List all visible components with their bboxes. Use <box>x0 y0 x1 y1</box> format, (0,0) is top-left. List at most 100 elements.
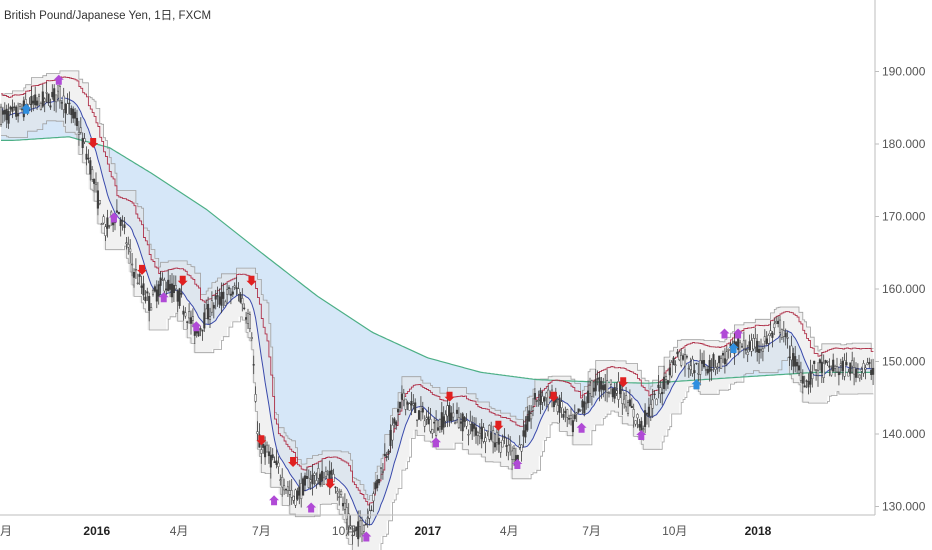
candle-body <box>788 356 791 359</box>
candle <box>469 410 472 435</box>
candle <box>651 388 654 419</box>
candle <box>478 423 481 445</box>
candle-body <box>387 450 390 455</box>
candle-body <box>621 390 624 404</box>
candle-body <box>476 432 479 436</box>
candle-body <box>778 319 782 333</box>
candle-body <box>714 367 717 370</box>
candle <box>653 390 656 399</box>
candle <box>226 282 229 305</box>
candle <box>826 360 829 367</box>
candle-body <box>638 424 641 428</box>
sell-signal <box>246 275 257 286</box>
candle <box>666 379 669 389</box>
candle <box>463 415 466 428</box>
candle-body <box>588 384 592 394</box>
candle <box>638 418 641 431</box>
candle-body <box>782 330 785 337</box>
candle <box>400 385 403 410</box>
candle-body <box>389 430 392 446</box>
candle <box>189 310 193 335</box>
candle <box>748 334 751 352</box>
candle <box>18 103 22 110</box>
x-tick-label: 7月 <box>252 524 271 538</box>
candle-body <box>526 415 529 431</box>
candle <box>351 526 354 545</box>
candle-body <box>512 448 516 460</box>
candle <box>816 362 820 387</box>
candle <box>623 392 626 409</box>
candle <box>151 288 155 297</box>
candle-body <box>288 490 291 495</box>
candle <box>393 416 396 428</box>
candle-body <box>710 369 713 371</box>
buy-arrow-icon <box>430 437 441 448</box>
buy-arrow-icon <box>512 459 523 469</box>
candle <box>625 386 628 412</box>
candle <box>750 333 753 357</box>
candle <box>541 391 544 411</box>
candle-body <box>545 392 548 399</box>
candle <box>647 397 650 428</box>
candle-body <box>611 388 614 398</box>
candle <box>799 361 802 384</box>
sma-slow-line <box>1 136 874 384</box>
candle <box>674 360 677 373</box>
candle-body <box>712 354 715 367</box>
candle-body <box>248 314 251 329</box>
candle <box>7 103 10 129</box>
candle <box>537 390 540 407</box>
candle-body <box>695 362 698 365</box>
candle <box>841 356 844 380</box>
candle-body <box>334 486 337 489</box>
candle <box>579 409 582 412</box>
candle-body <box>761 348 764 352</box>
candle <box>347 503 350 536</box>
candle-body <box>758 348 761 353</box>
candle <box>505 437 508 457</box>
candle <box>769 321 772 337</box>
candle <box>533 387 536 405</box>
candle-body <box>856 368 859 370</box>
candle <box>11 99 14 119</box>
candle <box>617 372 620 408</box>
candle <box>590 379 593 406</box>
candle <box>704 365 707 376</box>
candle <box>125 236 128 250</box>
candle <box>583 395 586 417</box>
candle <box>788 345 791 367</box>
candle <box>134 258 137 279</box>
candle <box>81 132 84 155</box>
candle <box>723 348 726 374</box>
candle-body <box>661 392 664 395</box>
candle-body <box>868 362 871 364</box>
candle-body <box>702 360 706 368</box>
candle-body <box>672 357 675 366</box>
candle-body <box>642 428 645 430</box>
candle-body <box>676 351 679 355</box>
candle-body <box>872 367 875 375</box>
candle-body <box>664 376 668 380</box>
candle-body <box>207 303 210 320</box>
buy-alt-signal <box>728 343 739 353</box>
buy-arrow-icon <box>733 328 744 339</box>
signals <box>21 74 744 542</box>
candle <box>490 421 493 442</box>
candle <box>594 369 597 396</box>
candle-body <box>34 94 37 106</box>
candle-body <box>541 395 544 403</box>
candle-body <box>628 399 631 407</box>
candle <box>324 466 327 480</box>
candle-body <box>55 94 58 103</box>
candle-body <box>666 380 669 385</box>
candle <box>450 406 453 424</box>
y-tick-label: 170.000 <box>882 210 926 224</box>
candle-body <box>275 460 278 466</box>
candle <box>807 373 810 395</box>
candle <box>611 388 614 402</box>
x-tick-label: 4月 <box>170 524 189 538</box>
x-tick-label: 2016 <box>83 524 110 538</box>
candle-body <box>70 108 73 116</box>
candle-body <box>121 220 124 222</box>
